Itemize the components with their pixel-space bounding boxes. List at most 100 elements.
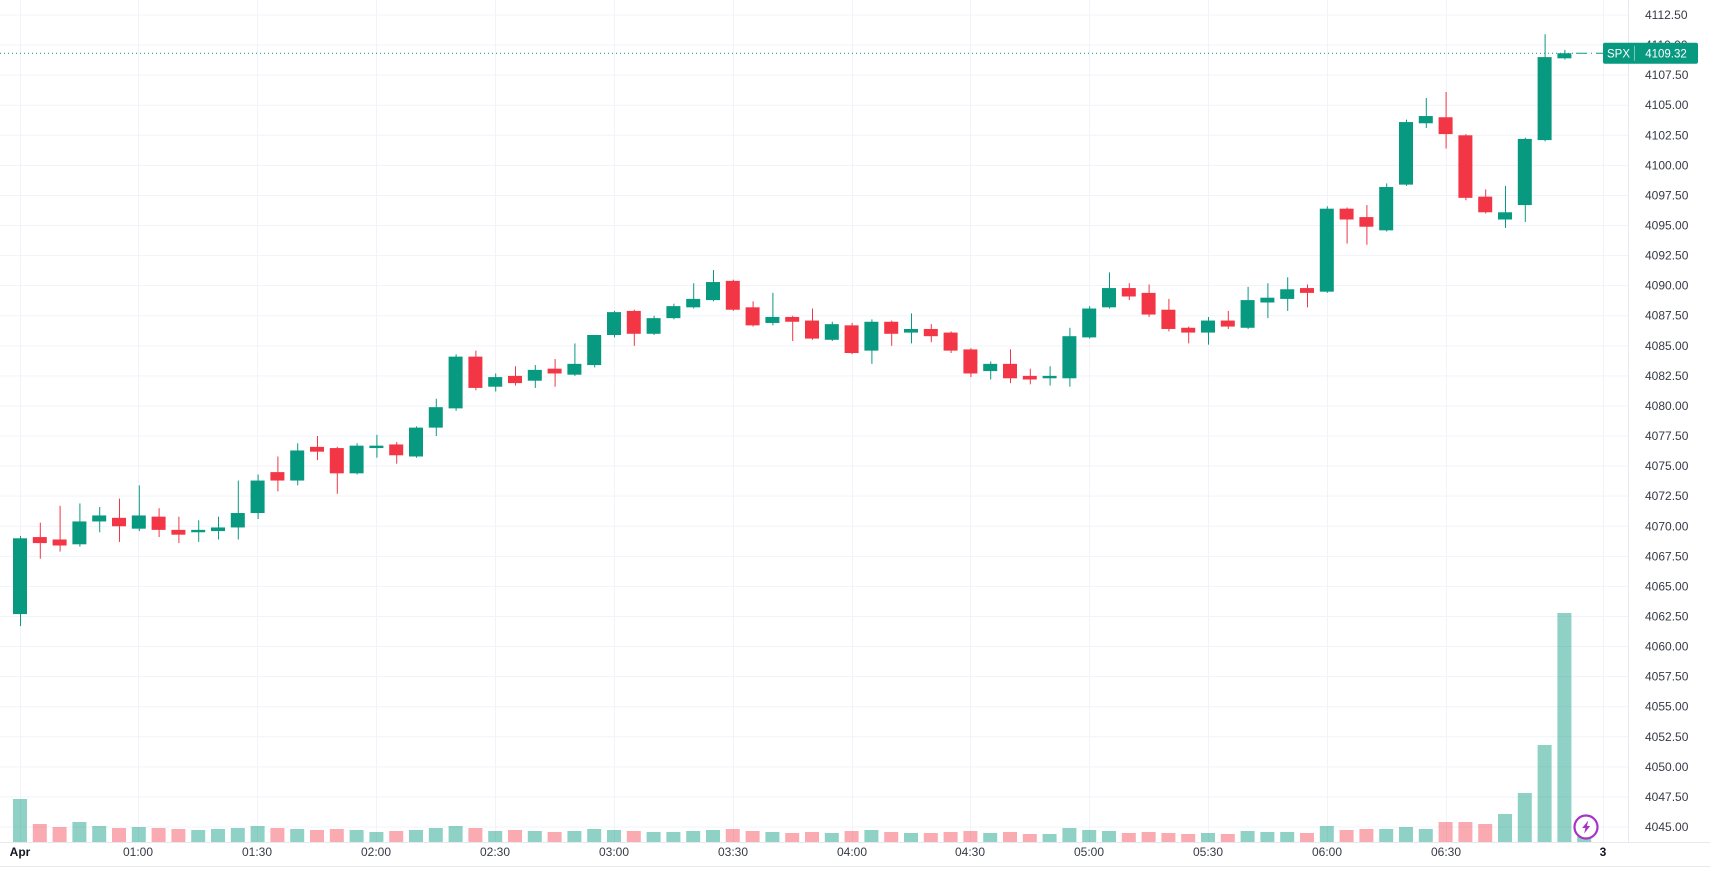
volume-bar [1478, 824, 1493, 842]
price-tick-label: 4055.00 [1645, 700, 1689, 714]
candle-body [310, 446, 324, 452]
price-axis[interactable]: 4112.504110.004107.504105.004102.504100.… [1645, 8, 1689, 834]
candle-body [805, 320, 819, 339]
candle-body [1022, 375, 1037, 380]
candle-body [1062, 336, 1077, 379]
volume-bar [1062, 828, 1077, 842]
volume-bar [725, 829, 740, 842]
candle-body [844, 325, 859, 354]
candle-body [1201, 320, 1215, 333]
volume-bar [963, 831, 978, 842]
volume-bar [626, 831, 641, 842]
price-tick-label: 4105.00 [1645, 98, 1689, 112]
volume-bar [488, 831, 503, 842]
candle-body [230, 513, 245, 528]
badge-price: 4109.32 [1645, 48, 1687, 60]
volume-bar [1557, 613, 1572, 842]
candle-body [983, 363, 998, 372]
volume-bar [131, 827, 146, 842]
candle-body [448, 356, 463, 409]
price-badge: SPX 4109.32 [1603, 42, 1698, 64]
volume-bar [72, 822, 87, 842]
price-tick-label: 4092.50 [1645, 249, 1689, 263]
volume-bar [1201, 833, 1215, 842]
candle-body [389, 444, 404, 456]
candle-body [686, 298, 701, 308]
volume-bar [1300, 833, 1314, 842]
volume-bar [805, 832, 819, 842]
candle-body [1121, 288, 1136, 297]
lightning-button[interactable] [1573, 814, 1599, 840]
volume-bar [745, 831, 760, 842]
volume-bar [1418, 829, 1433, 842]
candle-body [270, 472, 285, 481]
candle-body [547, 368, 562, 374]
price-tick-label: 4082.50 [1645, 369, 1689, 383]
candle-body [1537, 57, 1552, 141]
candle-body [587, 334, 602, 366]
time-tick-label: 05:30 [1193, 845, 1223, 859]
candle-body [32, 537, 47, 544]
candle-body [1557, 53, 1572, 59]
price-tick-label: 4107.50 [1645, 68, 1689, 82]
volume-bar [270, 828, 285, 842]
time-tick-label: 05:00 [1074, 845, 1104, 859]
volume-bar [824, 833, 839, 842]
candle-body [745, 307, 760, 326]
volume-bar [250, 826, 265, 842]
candle-body [666, 306, 681, 319]
candle-body [409, 427, 423, 457]
candle-body [646, 318, 661, 334]
candle-body [250, 480, 265, 514]
volume-bar [983, 833, 998, 842]
candle-body [1478, 196, 1493, 213]
time-tick-label: 01:00 [123, 845, 153, 859]
candle-body [1082, 308, 1097, 338]
candles [13, 34, 1572, 627]
volume-bar [844, 831, 859, 842]
price-tick-label: 4072.50 [1645, 489, 1689, 503]
price-tick-label: 4097.50 [1645, 188, 1689, 202]
volume-bar [52, 827, 67, 842]
candle-body [1280, 289, 1295, 299]
candle-body [171, 529, 186, 535]
candle-body [725, 280, 740, 310]
candle-body [1517, 138, 1532, 206]
volume-bar [923, 833, 938, 842]
volume-bar [508, 830, 522, 842]
time-tick-label: Apr [10, 845, 31, 859]
volume-bar [369, 832, 384, 842]
volume-bar [211, 829, 225, 842]
candle-body [904, 328, 918, 333]
candle-body [607, 312, 621, 335]
volume-bar [1220, 834, 1235, 842]
candle-body [329, 448, 344, 474]
price-tick-label: 4075.00 [1645, 459, 1689, 473]
price-tick-label: 4090.00 [1645, 279, 1689, 293]
price-tick-label: 4065.00 [1645, 579, 1689, 593]
price-tick-label: 4087.50 [1645, 309, 1689, 323]
price-tick-label: 4067.50 [1645, 549, 1689, 563]
candle-body [1339, 208, 1354, 220]
candle-body [785, 316, 800, 322]
volume-bar [1537, 745, 1552, 842]
price-tick-label: 4047.50 [1645, 790, 1689, 804]
price-tick-label: 4050.00 [1645, 760, 1689, 774]
volume-bar [1319, 826, 1334, 842]
volume-bar [706, 830, 720, 842]
candle-body [567, 363, 582, 375]
candle-body [1359, 217, 1374, 227]
volume-bar [1181, 834, 1196, 842]
candle-body [1102, 288, 1116, 308]
volume-bar [765, 832, 780, 842]
candle-body [1418, 116, 1433, 124]
candle-body [468, 356, 483, 388]
volume-bar [151, 828, 166, 842]
volume-bar [310, 830, 324, 842]
volume-bar [1517, 793, 1532, 842]
time-axis[interactable]: Apr 01:00 01:30 02:00 02:30 03:00 03:30 04:00 04… [10, 845, 1607, 859]
time-tick-label: 02:30 [480, 845, 510, 859]
volume-bar [468, 828, 483, 842]
